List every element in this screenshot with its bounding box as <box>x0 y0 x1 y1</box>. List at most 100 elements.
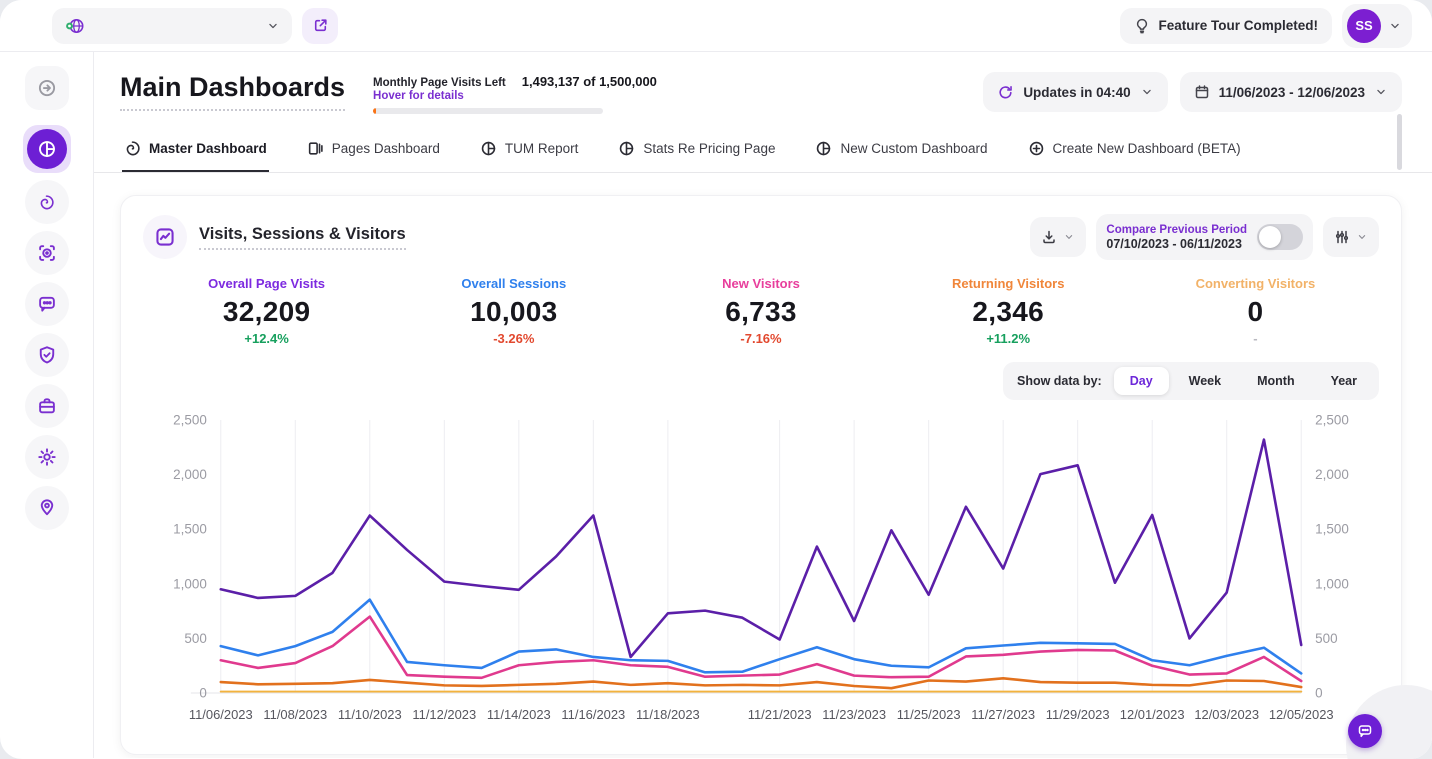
sidebar-item-feedback[interactable] <box>24 282 69 326</box>
calendar-icon <box>1194 84 1210 100</box>
tab-master-dashboard[interactable]: Master Dashboard <box>122 136 269 172</box>
metric-delta: +12.4% <box>244 331 289 346</box>
gear-icon <box>37 447 57 467</box>
sidebar-item-dashboards[interactable] <box>22 125 71 173</box>
feedback-chat-button[interactable] <box>1348 714 1382 748</box>
date-range-picker[interactable]: 11/06/2023 - 12/06/2023 <box>1179 72 1402 112</box>
svg-text:11/27/2023: 11/27/2023 <box>971 707 1035 722</box>
quota-progress-bar <box>373 108 604 114</box>
sidebar-item-privacy[interactable] <box>24 333 69 377</box>
chevron-down-icon <box>1140 85 1154 99</box>
tab-create-new-dashboard-beta-[interactable]: Create New Dashboard (BETA) <box>1026 136 1243 172</box>
metric-overall-page-visits: Overall Page Visits 32,209 +12.4% <box>143 276 390 346</box>
pie-dashboard-icon <box>37 139 57 159</box>
date-range-value: 11/06/2023 - 12/06/2023 <box>1218 84 1365 100</box>
feature-tour-badge[interactable]: Feature Tour Completed! <box>1120 7 1332 44</box>
arrow-right-circle-icon <box>37 78 57 98</box>
show-data-by-label: Show data by: <box>1016 374 1102 388</box>
sidebar-item-toggle[interactable] <box>24 66 69 110</box>
visits-line-chart: 0 0 500 500 1,000 1,000 1,500 1,500 2,000 2,000 2,… <box>143 406 1379 740</box>
svg-text:12/03/2023: 12/03/2023 <box>1194 707 1259 722</box>
updates-dropdown[interactable]: Updates in 04:40 <box>983 72 1168 112</box>
line-chart-icon <box>154 226 176 248</box>
sidebar-item-location[interactable] <box>24 486 69 530</box>
spiral-icon <box>38 194 55 211</box>
granularity-week[interactable]: Week <box>1188 374 1222 388</box>
sidebar-item-behavior[interactable] <box>24 180 69 224</box>
site-logo-icon <box>64 17 86 35</box>
lightbulb-icon <box>1134 18 1150 34</box>
svg-text:11/16/2023: 11/16/2023 <box>561 707 625 722</box>
svg-text:11/21/2023: 11/21/2023 <box>748 707 812 722</box>
sidebar <box>0 52 94 758</box>
pie-circle-icon <box>815 140 832 157</box>
svg-text:11/29/2023: 11/29/2023 <box>1046 707 1110 722</box>
map-pin-icon <box>37 498 57 518</box>
card-title: Visits, Sessions & Visitors <box>199 225 406 250</box>
svg-text:0: 0 <box>199 686 206 701</box>
chat-icon <box>37 294 57 314</box>
sidebar-item-settings[interactable] <box>24 435 69 479</box>
metric-value: 10,003 <box>470 296 558 327</box>
metric-converting-visitors: Converting Visitors 0 - <box>1132 276 1379 346</box>
metric-delta: -7.16% <box>740 331 782 346</box>
quota-widget: Monthly Page Visits Left 1,493,137 of 1,… <box>373 74 657 114</box>
sidebar-item-company[interactable] <box>24 384 69 428</box>
page-title: Main Dashboards <box>120 72 346 111</box>
chart-options-button[interactable] <box>1323 217 1379 257</box>
svg-text:2,000: 2,000 <box>173 467 207 482</box>
chevron-down-icon <box>1063 231 1075 243</box>
svg-text:11/10/2023: 11/10/2023 <box>338 707 402 722</box>
tab-tum-report[interactable]: TUM Report <box>478 136 581 172</box>
sidebar-item-recordings[interactable] <box>24 231 69 275</box>
tab-pages-dashboard[interactable]: Pages Dashboard <box>305 136 442 172</box>
quota-hover-link[interactable]: Hover for details <box>373 90 464 102</box>
svg-text:2,000: 2,000 <box>1315 467 1349 482</box>
metric-value: 6,733 <box>725 296 797 327</box>
svg-text:500: 500 <box>184 631 206 646</box>
main-content: Main Dashboards Monthly Page Visits Left… <box>94 52 1432 758</box>
metric-value: 2,346 <box>972 296 1044 327</box>
open-website-button[interactable] <box>302 7 338 44</box>
compare-toggle[interactable] <box>1257 224 1303 250</box>
granularity-year[interactable]: Year <box>1330 374 1357 388</box>
pages-icon <box>307 140 324 157</box>
svg-text:11/06/2023: 11/06/2023 <box>189 707 253 722</box>
scrollbar-thumb[interactable] <box>1397 114 1402 170</box>
svg-text:1,500: 1,500 <box>173 522 207 537</box>
svg-text:12/01/2023: 12/01/2023 <box>1120 707 1185 722</box>
pie-circle-icon <box>480 140 497 157</box>
svg-text:2,500: 2,500 <box>1315 412 1349 427</box>
compare-previous-period: Compare Previous Period 07/10/2023 - 06/… <box>1096 214 1313 260</box>
compare-range: 07/10/2023 - 06/11/2023 <box>1106 236 1242 251</box>
svg-text:11/14/2023: 11/14/2023 <box>487 707 551 722</box>
svg-text:0: 0 <box>1315 686 1322 701</box>
granularity-month[interactable]: Month <box>1257 374 1295 388</box>
svg-text:2,500: 2,500 <box>173 412 207 427</box>
top-bar: Feature Tour Completed! SS <box>0 0 1432 52</box>
download-icon <box>1041 229 1057 245</box>
website-selector[interactable] <box>52 7 292 44</box>
quota-usage: 1,493,137 of 1,500,000 <box>521 74 657 89</box>
svg-text:11/08/2023: 11/08/2023 <box>263 707 327 722</box>
account-menu[interactable]: SS <box>1342 3 1412 48</box>
dashboard-tabs: Master Dashboard Pages Dashboard TUM Repor… <box>94 136 1432 173</box>
svg-text:1,000: 1,000 <box>173 576 207 591</box>
metric-label: Overall Page Visits <box>208 276 326 291</box>
metric-label: Converting Visitors <box>1195 276 1316 291</box>
tab-new-custom-dashboard[interactable]: New Custom Dashboard <box>813 136 989 172</box>
metric-value: 32,209 <box>222 296 311 327</box>
chevron-down-icon <box>1374 85 1388 99</box>
feature-tour-label: Feature Tour Completed! <box>1158 18 1318 33</box>
granularity-day[interactable]: Day <box>1113 367 1169 395</box>
pie-circle-icon <box>618 140 635 157</box>
svg-text:12/05/2023: 12/05/2023 <box>1269 707 1334 722</box>
briefcase-icon <box>37 396 57 416</box>
tab-stats-re-pricing-page[interactable]: Stats Re Pricing Page <box>616 136 777 172</box>
metric-delta: -3.26% <box>493 331 535 346</box>
download-button[interactable] <box>1030 217 1087 257</box>
avatar: SS <box>1347 8 1381 43</box>
metric-delta: - <box>1253 331 1258 346</box>
chevron-down-icon <box>266 19 280 33</box>
